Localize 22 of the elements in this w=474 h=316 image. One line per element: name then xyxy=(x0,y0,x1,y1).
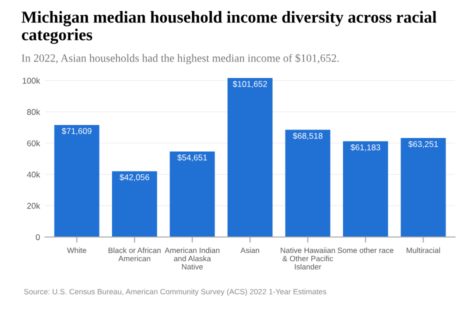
y-tick-label: 100k xyxy=(22,78,40,84)
chart-subtitle: In 2022, Asian households had the highest median income of $101,652. xyxy=(22,54,339,64)
bar xyxy=(343,141,388,237)
y-tick-label: 20k xyxy=(27,202,40,209)
y-tick-label: 60k xyxy=(27,140,40,146)
data-label: $71,609 xyxy=(62,128,92,135)
data-label: $101,652 xyxy=(232,80,267,88)
bar xyxy=(170,152,215,237)
bar xyxy=(228,78,273,237)
data-label: $63,251 xyxy=(408,140,438,148)
y-tick-label: 80k xyxy=(27,108,40,115)
data-label: $42,056 xyxy=(120,174,150,182)
chart-title: Michigan median household income diversity across racial categories xyxy=(22,11,436,44)
data-label: $68,518 xyxy=(292,132,322,140)
y-tick-label: 40k xyxy=(26,171,40,178)
bar xyxy=(112,171,158,237)
bar xyxy=(285,130,330,237)
data-label: $61,183 xyxy=(350,144,380,152)
bar xyxy=(54,124,100,237)
bar xyxy=(400,138,446,237)
y-tick-label: 0 xyxy=(36,234,40,240)
data-label: $54,651 xyxy=(177,154,207,162)
